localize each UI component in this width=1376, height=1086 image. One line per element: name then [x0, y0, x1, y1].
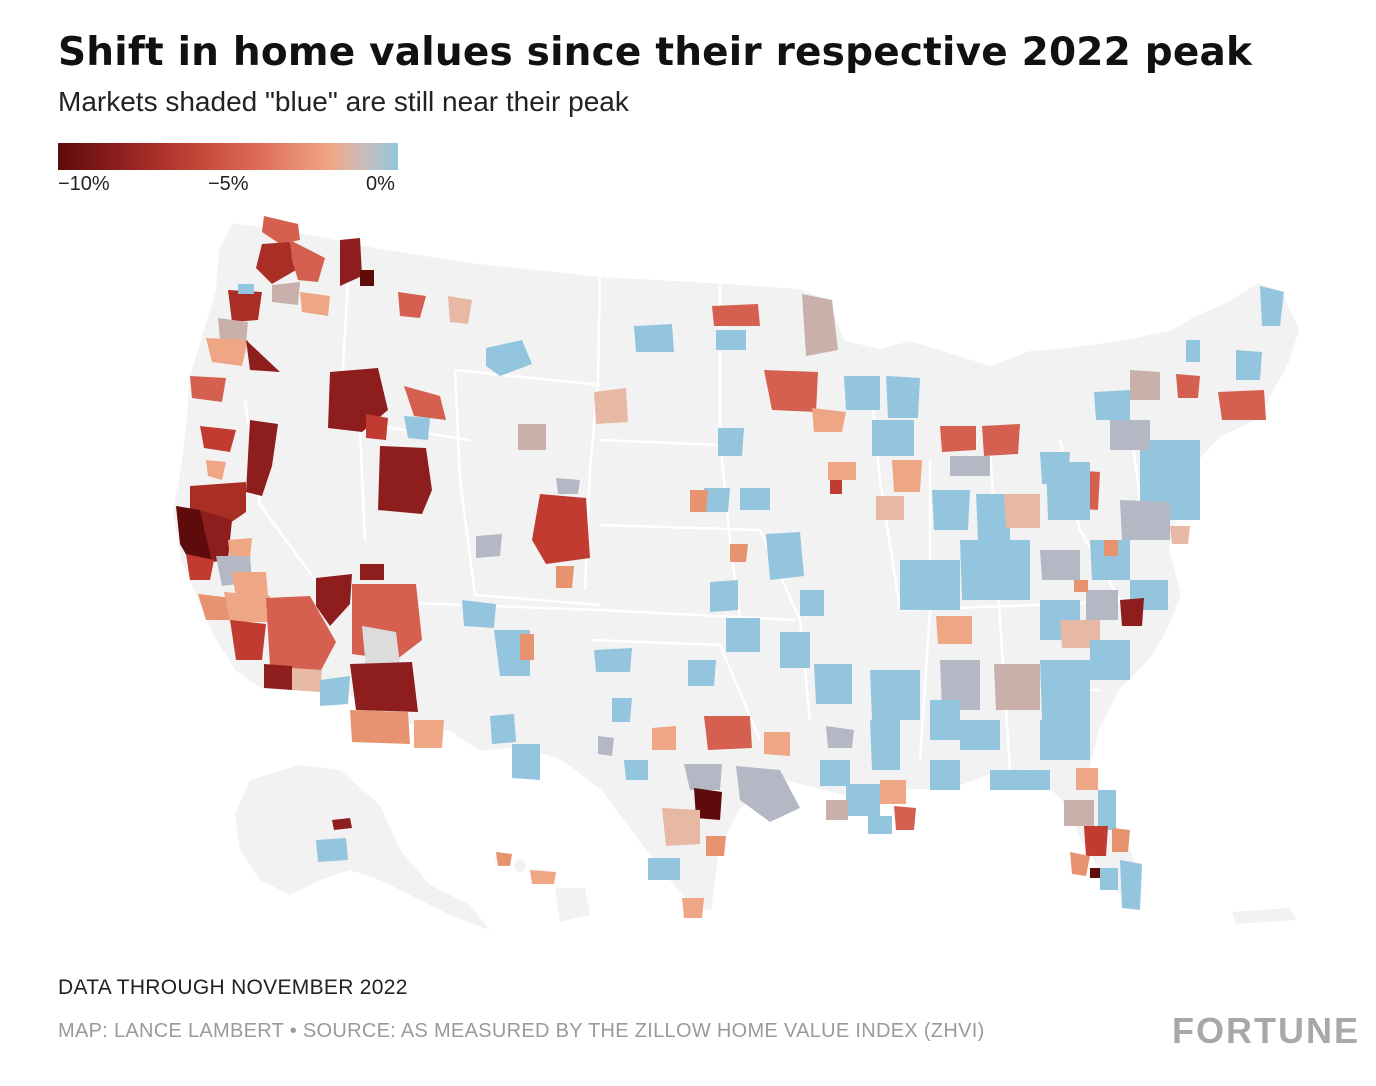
color-legend: −10% −5% 0%: [58, 143, 398, 197]
us-metro-map: [170, 216, 1302, 930]
chart-subtitle: Markets shaded "blue" are still near the…: [58, 86, 629, 117]
legend-max-label: 0%: [366, 173, 395, 195]
legend-labels: −10% −5% 0%: [58, 173, 398, 197]
legend-min-label: −10%: [58, 173, 110, 195]
alaska-shape: [235, 765, 490, 930]
chart-title: Shift in home values since their respect…: [58, 30, 1253, 75]
legend-gradient-bar: [58, 143, 398, 170]
legend-mid-label: −5%: [208, 173, 249, 195]
fortune-logo: FORTUNE: [1172, 1010, 1360, 1051]
metro-areas: [176, 216, 1284, 918]
data-note: DATA THROUGH NOVEMBER 2022: [58, 976, 408, 999]
source-credit: MAP: LANCE LAMBERT • SOURCE: AS MEASURED…: [58, 1020, 985, 1042]
puerto-rico-shape: [1232, 908, 1296, 924]
